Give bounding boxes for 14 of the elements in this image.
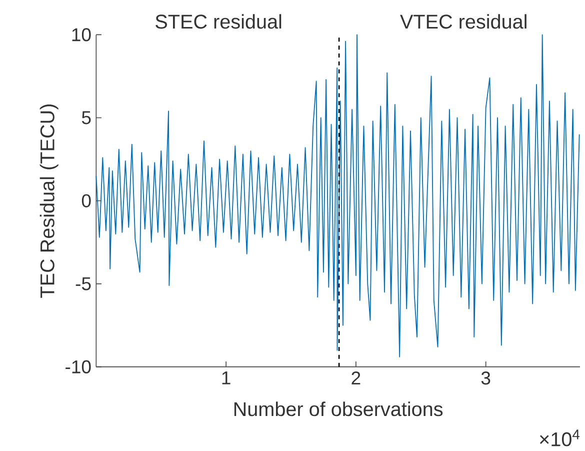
y-tick-label: -10 — [66, 360, 91, 374]
text: VTEC residual — [400, 14, 526, 29]
x-tick-label: 3 — [481, 372, 490, 385]
y-tick-label: 10 — [72, 28, 91, 42]
y-tick-label: 5 — [82, 111, 91, 124]
y-axis-title: TEC Residual (TECU) — [40, 104, 58, 298]
y-tick-label: 0 — [82, 194, 91, 208]
y-tick-label: -5 — [76, 277, 91, 290]
line-series — [96, 34, 580, 358]
x-tick-label: 2 — [352, 372, 360, 385]
text: STEC residual — [156, 14, 282, 29]
x-axis-title: Number of observations — [234, 402, 443, 416]
text: ×10$^{4}$ — [540, 430, 580, 446]
x-tick-label: 1 — [222, 372, 230, 384]
